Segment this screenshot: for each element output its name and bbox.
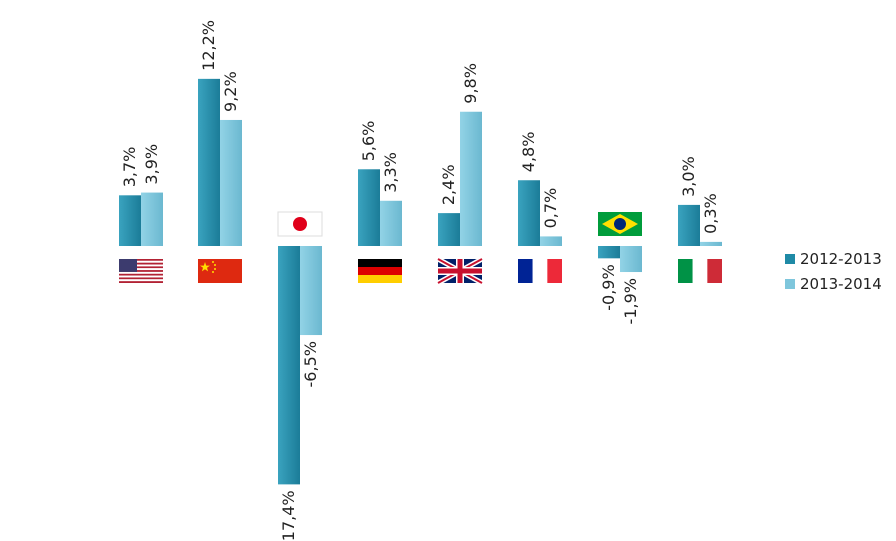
bar	[700, 241, 722, 246]
legend: 2012-2013 2013-2014	[785, 248, 882, 298]
bar	[620, 246, 642, 273]
bar	[358, 169, 380, 246]
bar	[278, 246, 300, 485]
bar	[678, 204, 700, 246]
bar	[598, 246, 620, 259]
legend-label: 2013-2014	[800, 275, 882, 293]
bar	[141, 192, 163, 246]
data-label: 2,4%	[439, 164, 458, 205]
bar	[220, 119, 242, 246]
us-flag-icon	[119, 259, 163, 283]
bar	[198, 78, 220, 246]
legend-swatch	[785, 254, 795, 264]
data-label: 0,7%	[541, 188, 560, 229]
fr-flag-icon	[518, 259, 562, 283]
bar	[119, 195, 141, 246]
gb-flag-icon	[436, 256, 484, 286]
bar	[460, 111, 482, 247]
data-label: 0,3%	[701, 193, 720, 234]
bar	[518, 180, 540, 246]
legend-swatch	[785, 279, 795, 289]
cn-flag-icon	[198, 259, 242, 283]
data-label: -17,4%	[279, 490, 298, 541]
data-label: 3,9%	[142, 144, 161, 185]
data-label: 5,6%	[359, 121, 378, 162]
data-label: 3,0%	[679, 156, 698, 197]
bar	[540, 236, 562, 246]
data-label: -0,9%	[599, 264, 618, 310]
bar	[380, 200, 402, 246]
data-label: 4,8%	[519, 132, 538, 173]
legend-item: 2012-2013	[785, 248, 882, 270]
legend-item: 2013-2014	[785, 273, 882, 295]
data-label: 9,8%	[461, 63, 480, 104]
bar	[438, 213, 460, 246]
jp-flag-icon	[277, 211, 323, 237]
bar	[300, 246, 322, 336]
data-label: 9,2%	[221, 71, 240, 112]
it-flag-icon	[678, 259, 722, 283]
data-label: 3,7%	[120, 147, 139, 188]
data-label: 3,3%	[381, 152, 400, 193]
data-label: -1,9%	[621, 278, 640, 324]
legend-label: 2012-2013	[800, 250, 882, 268]
br-flag-icon	[598, 212, 642, 236]
data-label: -6,5%	[301, 341, 320, 387]
data-label: 12,2%	[199, 20, 218, 71]
de-flag-icon	[358, 259, 402, 283]
